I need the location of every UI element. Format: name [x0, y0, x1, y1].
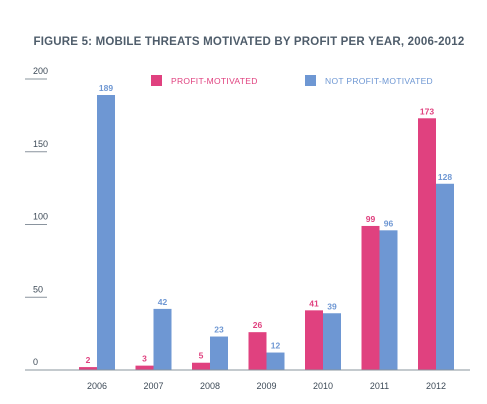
data-label: 96 [384, 218, 394, 228]
data-label: 189 [99, 83, 113, 93]
bar-profit-2009 [248, 332, 267, 370]
legend-swatch-not-profit [305, 75, 316, 86]
bar-not-profit-2007 [153, 308, 172, 370]
bar-profit-2010 [305, 310, 323, 370]
legend-swatch-profit [151, 75, 162, 86]
legend-label-not-profit: NOT PROFIT-MOTIVATED [325, 76, 433, 86]
bar-profit-2006 [79, 367, 97, 370]
data-label: 39 [327, 301, 337, 311]
bar-profit-2012 [418, 118, 436, 370]
data-label: 128 [438, 172, 452, 182]
x-tick-label: 2012 [426, 381, 446, 391]
y-tick-label: 100 [33, 212, 48, 222]
y-tick-label: 150 [33, 139, 48, 149]
chart-title: FIGURE 5: MOBILE THREATS MOTIVATED BY PR… [34, 36, 465, 48]
data-label: 42 [158, 297, 168, 307]
x-tick-label: 2010 [313, 381, 333, 391]
data-label: 2 [86, 355, 91, 365]
data-label: 5 [199, 351, 204, 361]
bar-profit-2008 [192, 362, 210, 370]
data-label: 41 [309, 298, 319, 308]
bar-profit-2007 [135, 365, 154, 370]
data-label: 99 [366, 214, 376, 224]
x-tick-label: 2006 [87, 381, 107, 391]
bar-not-profit-2006 [97, 95, 115, 370]
bar-not-profit-2011 [379, 230, 398, 370]
bar-not-profit-2010 [323, 313, 341, 370]
bars: 2 189 3 42 5 23 26 12 41 39 99 96 173 128 [79, 83, 454, 370]
y-tick-label: 50 [33, 284, 43, 294]
bar-profit-2011 [361, 225, 380, 370]
data-label: 3 [142, 354, 147, 364]
legend: PROFIT-MOTIVATED NOT PROFIT-MOTIVATED [151, 75, 433, 86]
data-label: 12 [271, 341, 281, 351]
y-tick-label: 0 [33, 357, 38, 367]
bar-not-profit-2009 [266, 352, 285, 370]
x-tick-label: 2007 [143, 381, 163, 391]
x-axis: 2006 2007 2008 2009 2010 2011 2012 [87, 381, 446, 391]
bar-not-profit-2008 [210, 336, 228, 370]
data-label: 173 [420, 106, 434, 116]
x-tick-label: 2011 [370, 381, 389, 391]
legend-label-profit: PROFIT-MOTIVATED [171, 76, 258, 86]
data-label: 26 [253, 320, 263, 330]
y-tick-label: 200 [33, 66, 48, 76]
y-axis: 0 50 100 150 200 [25, 66, 48, 367]
bar-not-profit-2012 [436, 183, 454, 370]
x-tick-label: 2008 [200, 381, 220, 391]
x-tick-label: 2009 [256, 381, 276, 391]
data-label: 23 [214, 325, 224, 335]
